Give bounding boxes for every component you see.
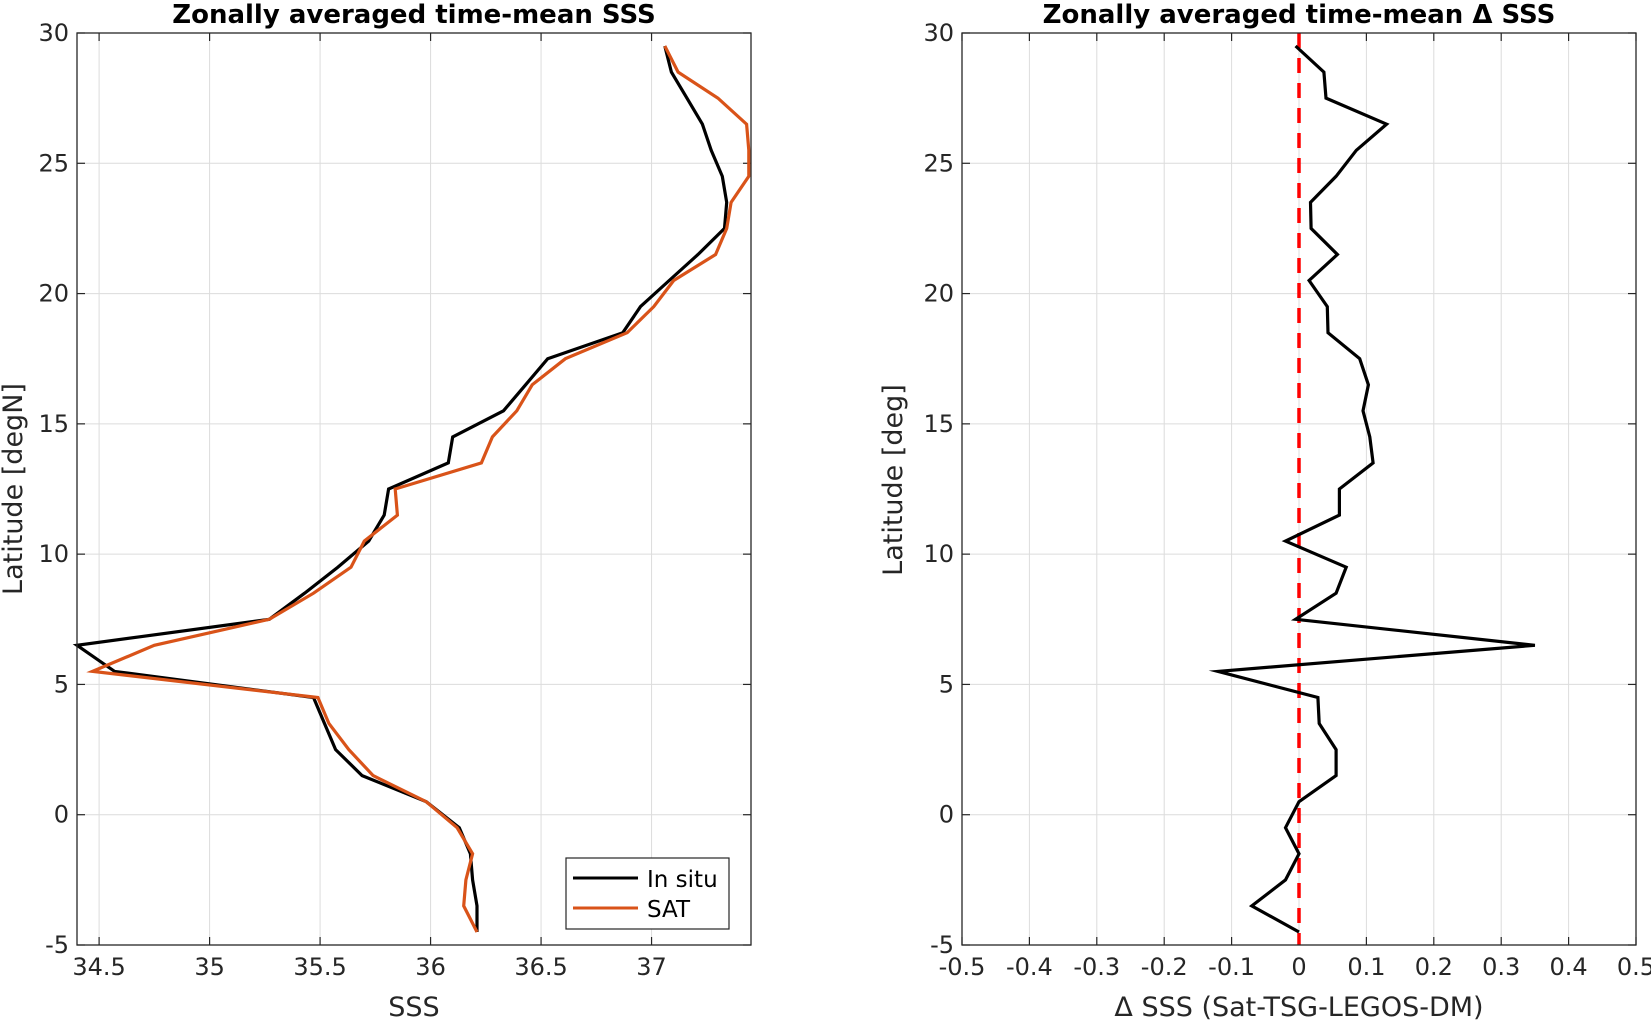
y-tick-label: 15: [923, 410, 954, 438]
sss-panel: 34.5 35 35.5 36 36.5 37 -5 0 5 10 15 20 25 30 Zonally…: [0, 0, 752, 1023]
dsss-y-axis-label: Latitude [deg]: [878, 384, 909, 576]
x-tick-label: -0.5: [939, 953, 986, 981]
y-tick-label: 5: [54, 670, 69, 698]
x-tick-label: -0.1: [1208, 953, 1255, 981]
x-tick-label: 0: [1291, 953, 1306, 981]
x-tick-label: -0.2: [1141, 953, 1188, 981]
y-tick-label: 10: [38, 540, 69, 568]
sss-x-axis-label: SSS: [388, 992, 439, 1023]
dsss-panel: -0.5 -0.4 -0.3 -0.2 -0.1 0 0.1 0.2 0.3 0.4 0.5 -5 0 5…: [878, 0, 1651, 1023]
legend-label-in-situ: In situ: [647, 867, 718, 893]
x-tick-label: 36.5: [514, 953, 567, 981]
x-tick-label: 0.5: [1617, 953, 1651, 981]
y-tick-label: 25: [923, 149, 954, 177]
dsss-x-axis-label: Δ SSS (Sat-TSG-LEGOS-DM): [1114, 992, 1483, 1023]
x-tick-label: 37: [636, 953, 667, 981]
y-tick-label: 0: [939, 801, 954, 829]
y-tick-label: 25: [38, 149, 69, 177]
dsss-ticks: -0.5 -0.4 -0.3 -0.2 -0.1 0 0.1 0.2 0.3 0.4 0.5 -5 0 5…: [923, 19, 1651, 981]
sss-axes-box: [76, 32, 752, 946]
x-tick-label: 0.3: [1482, 953, 1520, 981]
x-tick-label: -0.4: [1006, 953, 1053, 981]
y-tick-label: 30: [38, 19, 69, 47]
y-tick-label: -5: [45, 931, 69, 959]
x-tick-label: 0.2: [1415, 953, 1453, 981]
series-line-in-situ: [72, 45, 729, 932]
x-tick-label: 35.5: [293, 953, 346, 981]
sss-grid: [77, 32, 751, 946]
x-tick-label: 34.5: [72, 953, 125, 981]
sss-y-axis-label: Latitude [degN]: [0, 383, 29, 595]
y-tick-label: 10: [923, 540, 954, 568]
x-tick-label: 36: [415, 953, 446, 981]
dsss-series: [1208, 33, 1536, 945]
y-tick-label: 0: [54, 801, 69, 829]
sss-plot-area: [77, 33, 751, 945]
sss-series: [72, 45, 751, 933]
series-line-sat: [86, 45, 751, 933]
y-tick-label: 30: [923, 19, 954, 47]
x-tick-label: -0.3: [1073, 953, 1120, 981]
series-line-delta-sss: [1208, 44, 1536, 934]
x-tick-label: 35: [194, 953, 225, 981]
y-tick-label: 15: [38, 410, 69, 438]
y-tick-label: -5: [930, 931, 954, 959]
y-tick-label: 20: [923, 280, 954, 308]
sss-ticks: 34.5 35 35.5 36 36.5 37 -5 0 5 10 15 20 25 30: [38, 19, 751, 981]
y-tick-label: 20: [38, 280, 69, 308]
legend-box: [565, 857, 730, 930]
sss-chart-title: Zonally averaged time-mean SSS: [172, 0, 656, 30]
dsss-axes-box: [961, 32, 1637, 946]
x-tick-label: 0.1: [1347, 953, 1385, 981]
x-tick-label: 0.4: [1550, 953, 1588, 981]
legend-label-sat: SAT: [647, 897, 691, 923]
sss-legend: In situ SAT: [565, 857, 730, 930]
y-tick-label: 5: [939, 670, 954, 698]
dsss-chart-title: Zonally averaged time-mean Δ SSS: [1043, 0, 1556, 30]
